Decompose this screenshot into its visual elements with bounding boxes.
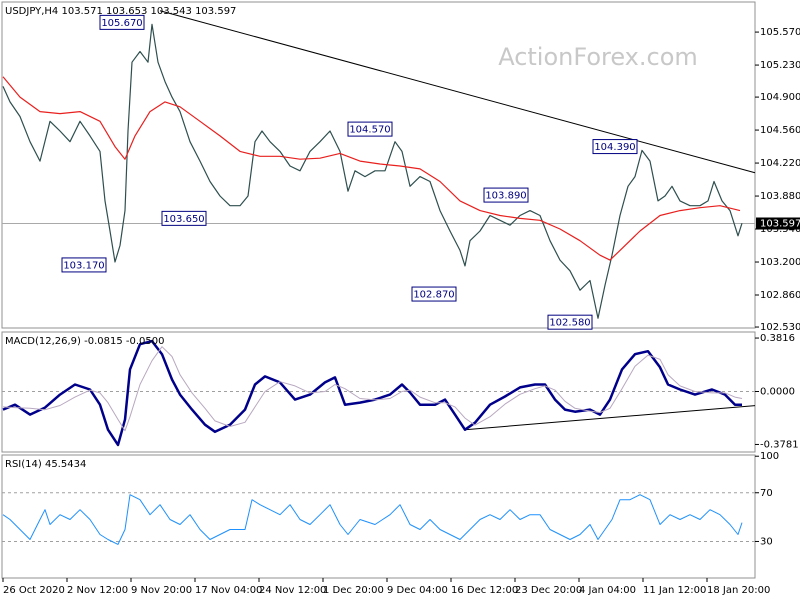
x-tick-label: 18 Jan 20:00 (707, 585, 770, 596)
x-tick-label: 9 Nov 20:00 (131, 585, 192, 596)
last-price-box (756, 217, 800, 230)
annotation-box (411, 286, 457, 302)
last-price-label: 103.597 (760, 219, 800, 230)
x-tick-label: 2 Nov 12:00 (67, 585, 128, 596)
y-tick-label: 104.560 (760, 125, 800, 136)
annotation-box (99, 14, 145, 30)
x-tick-label: 17 Nov 04:00 (195, 585, 262, 596)
series-line (2, 76, 741, 261)
annotation-label: 103.650 (163, 214, 204, 225)
y-tick-label: 100 (760, 451, 779, 462)
annotation-box (547, 314, 593, 330)
trendline (159, 10, 756, 174)
series-line (2, 346, 743, 432)
panel-title: MACD(12,26,9) -0.0815 -0.0500 (5, 336, 165, 347)
panel-title: USDJPY,H4 103.571 103.653 103.543 103.59… (5, 6, 236, 17)
y-tick-label: 0.0000 (760, 386, 795, 397)
x-tick-label: 23 Dec 20:00 (515, 585, 582, 596)
panel-frame (1, 1, 756, 329)
annotation-label: 104.390 (594, 142, 635, 153)
panel-frame (1, 331, 756, 453)
y-tick-label: 70 (760, 488, 773, 499)
y-tick-label: 102.860 (760, 290, 800, 301)
y-tick-label: 103.540 (760, 224, 800, 235)
trendline (464, 405, 756, 431)
annotation-label: 103.890 (485, 191, 526, 202)
x-tick-label: 26 Oct 2020 (3, 585, 65, 596)
y-tick-label: 104.900 (760, 92, 800, 103)
y-tick-label: 103.880 (760, 191, 800, 202)
y-tick-label: 103.200 (760, 257, 800, 268)
series-line (2, 494, 743, 545)
y-tick-label: -0.3781 (760, 439, 799, 450)
annotation-box (347, 121, 393, 137)
annotation-label: 102.580 (549, 318, 590, 329)
y-tick-label: 104.220 (760, 158, 800, 169)
series-line (2, 23, 743, 319)
annotation-box (61, 257, 107, 273)
x-tick-label: 4 Jan 04:00 (579, 585, 636, 596)
y-tick-label: 102.530 (760, 322, 800, 333)
y-tick-label: 0.3816 (760, 333, 795, 344)
watermark: ActionForex.com (498, 43, 698, 71)
annotation-label: 105.670 (101, 18, 142, 29)
annotation-box (592, 139, 638, 155)
annotation-label: 102.870 (413, 290, 454, 301)
panel-frame (1, 454, 756, 579)
x-tick-label: 11 Jan 12:00 (643, 585, 706, 596)
annotation-box (161, 210, 207, 226)
y-tick-label: 105.570 (760, 27, 800, 38)
x-tick-label: 1 Dec 20:00 (323, 585, 384, 596)
x-tick-label: 9 Dec 04:00 (387, 585, 448, 596)
y-tick-label: 30 (760, 536, 773, 547)
annotation-box (483, 187, 529, 203)
x-tick-label: 16 Dec 12:00 (451, 585, 518, 596)
annotation-label: 104.570 (349, 125, 390, 136)
y-tick-label: 105.230 (760, 60, 800, 71)
x-tick-label: 24 Nov 12:00 (259, 585, 326, 596)
panel-title: RSI(14) 45.5434 (5, 459, 86, 470)
annotation-label: 103.170 (63, 260, 104, 271)
